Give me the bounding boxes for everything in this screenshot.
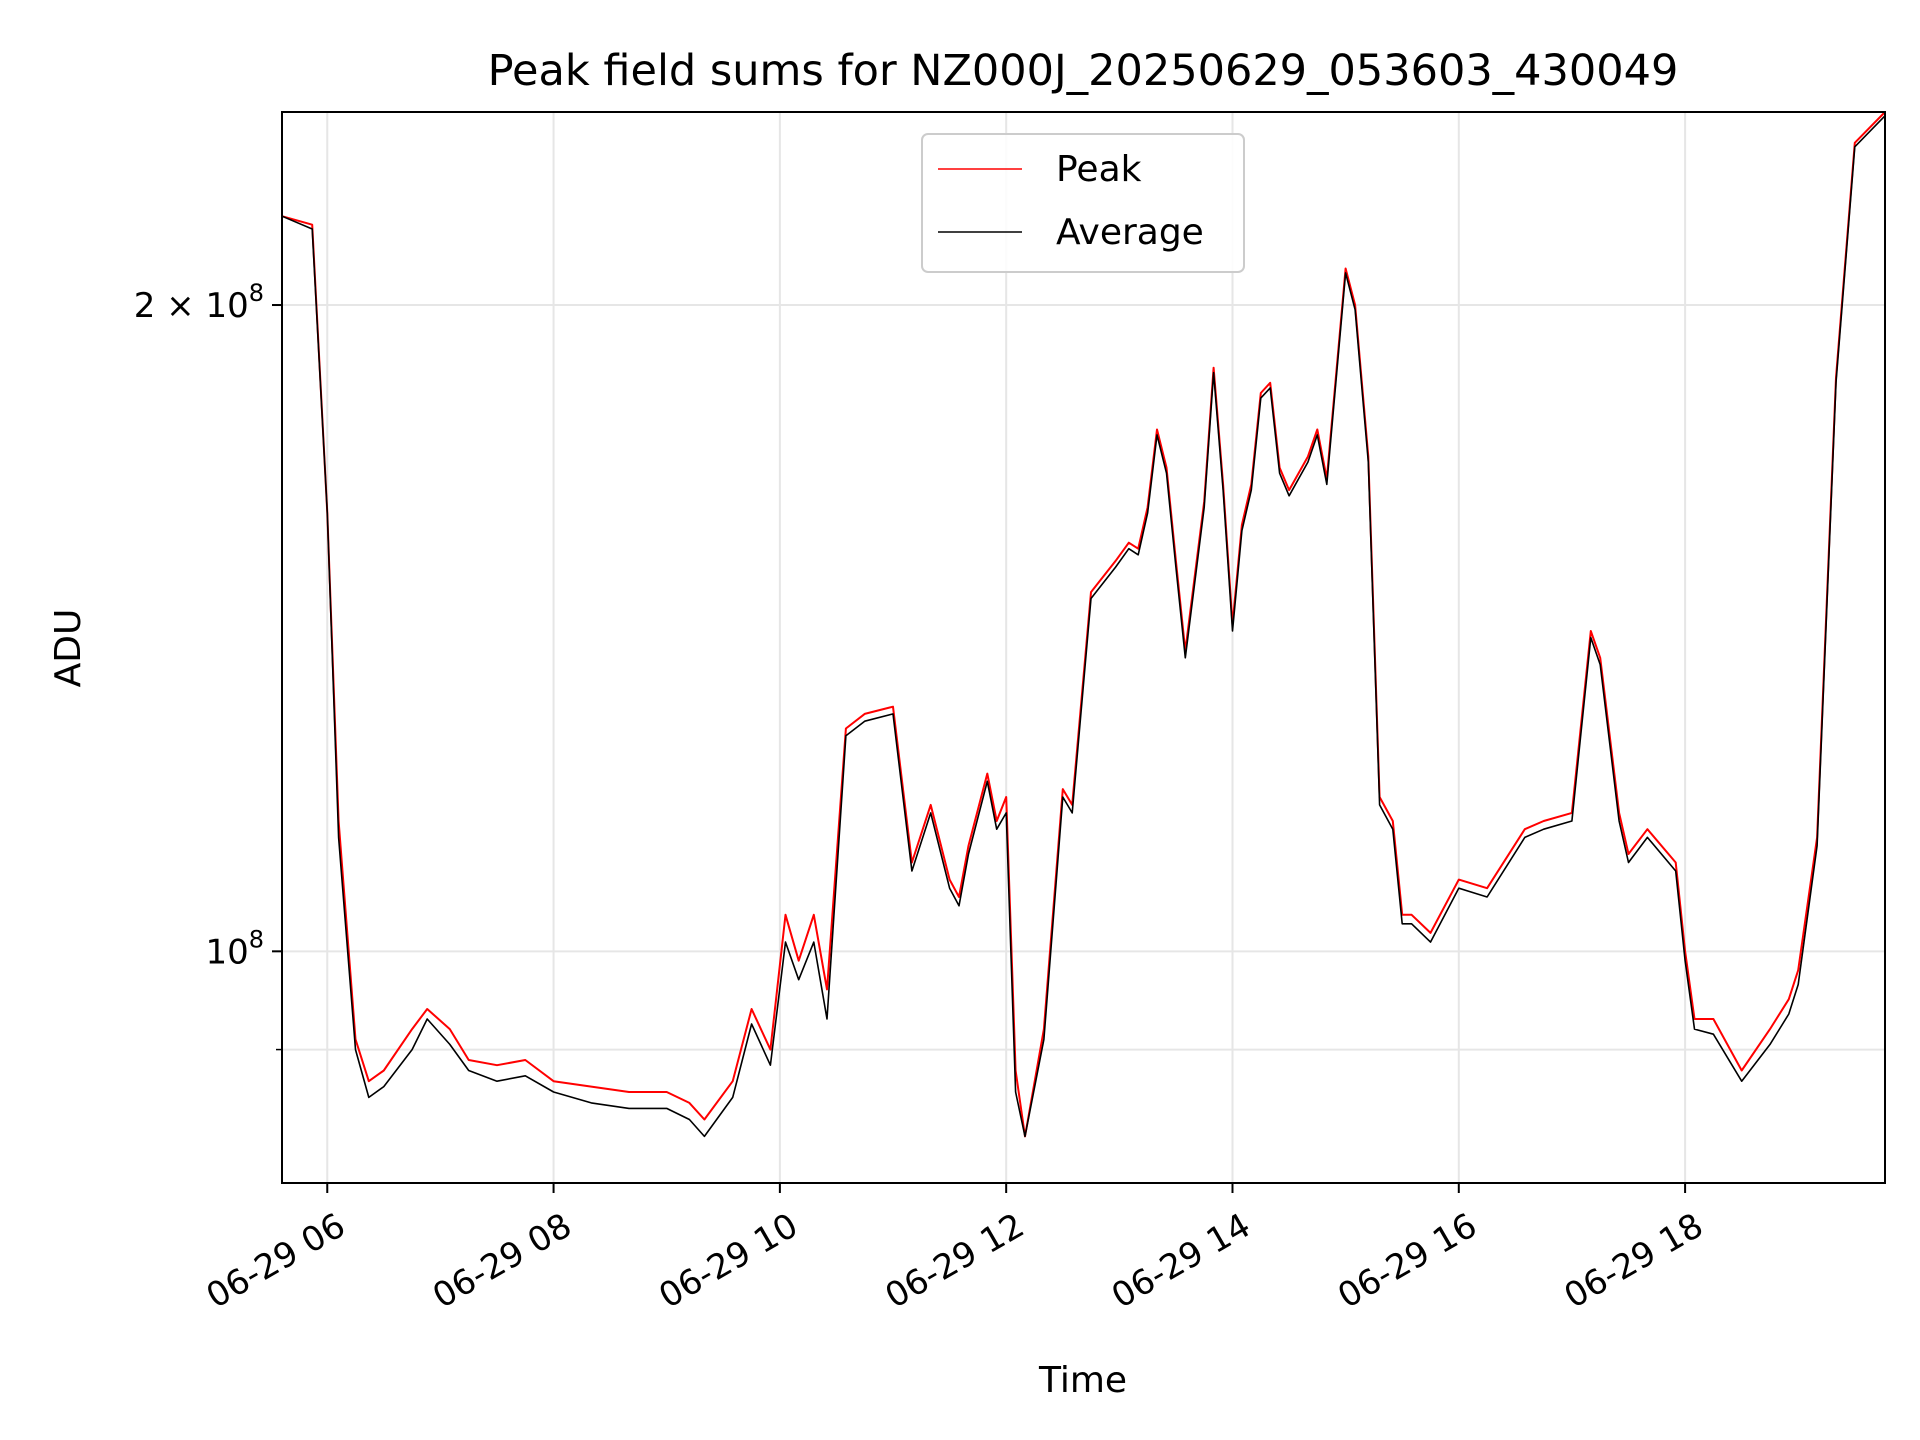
chart-title: Peak field sums for NZ000J_20250629_0536… (488, 46, 1679, 96)
legend-label-average: Average (1056, 212, 1204, 253)
x-axis-label: Time (1038, 1360, 1127, 1401)
legend-label-peak: Peak (1056, 149, 1142, 190)
grid-lines (282, 112, 1885, 1183)
y-tick-label: 108 (205, 925, 264, 972)
y-tick-label: 2 × 108 (134, 279, 264, 326)
plot-frame (281, 111, 1886, 1184)
y-axis-label: ADU (48, 609, 89, 688)
series-lines (281, 111, 1886, 1138)
series-line-average (281, 115, 1886, 1138)
legend: Peak Average (921, 133, 1245, 273)
